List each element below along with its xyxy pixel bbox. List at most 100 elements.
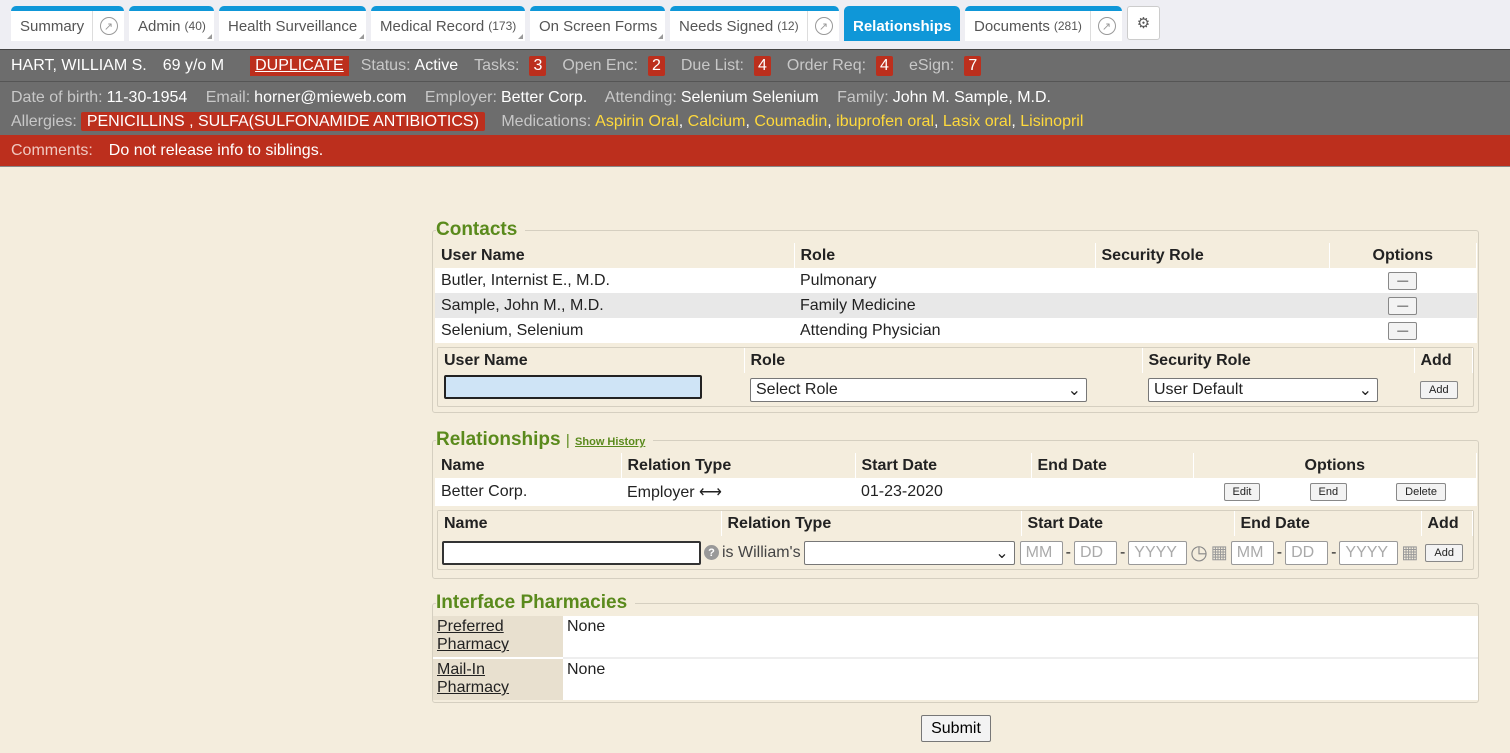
- duplicate-flag[interactable]: DUPLICATE: [250, 55, 349, 76]
- open-external-icon[interactable]: ↗: [92, 11, 124, 41]
- mail-in-pharmacy-link[interactable]: Mail-In Pharmacy: [437, 661, 510, 696]
- medication-item[interactable]: Calcium: [687, 113, 746, 130]
- end-year-input[interactable]: YYYY: [1339, 540, 1399, 565]
- email-value: horner@mieweb.com: [254, 89, 407, 106]
- tab-label: Needs Signed: [679, 17, 774, 35]
- tab-health-surveillance[interactable]: Health Surveillance: [219, 6, 366, 41]
- dropdown-corner-icon: [658, 34, 663, 39]
- show-history-link[interactable]: Show History: [575, 436, 646, 448]
- preferred-pharmacy-value: None: [563, 616, 1478, 659]
- medication-item[interactable]: Lisinopril: [1020, 113, 1084, 130]
- order-req-badge[interactable]: 4: [876, 55, 893, 76]
- col-header: Name: [435, 453, 622, 478]
- medication-item[interactable]: ibuprofen oral: [836, 113, 934, 130]
- col-header: Relation Type: [621, 453, 856, 478]
- tab-relationships[interactable]: Relationships: [844, 6, 960, 41]
- tab-on-screen-forms[interactable]: On Screen Forms: [530, 6, 665, 41]
- contact-name: Butler, Internist E., M.D.: [441, 271, 610, 289]
- contact-security: [1095, 293, 1329, 318]
- start-day-input[interactable]: DD: [1073, 540, 1117, 565]
- table-row: Sample, John M., M.D. Family Medicine —: [435, 293, 1477, 318]
- chevron-down-icon: ⌄: [1358, 381, 1372, 399]
- esign-label: eSign:: [908, 56, 955, 74]
- allergies-value: PENICILLINS , SULFA(SULFONAMIDE ANTIBIOT…: [80, 112, 485, 131]
- contact-name: Sample, John M., M.D.: [441, 296, 604, 314]
- tab-label: Documents: [974, 17, 1050, 35]
- table-row: Mail-In Pharmacy None: [433, 658, 1478, 700]
- settings-gear-icon[interactable]: ⚙: [1127, 6, 1160, 40]
- tab-label: Relationships: [853, 17, 952, 35]
- security-role-select[interactable]: User Default ⌄: [1148, 377, 1378, 402]
- col-header: Security Role: [1095, 243, 1330, 268]
- contact-role: Family Medicine: [800, 296, 916, 314]
- email-label: Email:: [205, 89, 251, 106]
- tab-label: Health Surveillance: [228, 17, 358, 35]
- calendar-icon[interactable]: ▦: [1210, 542, 1228, 562]
- user-name-input[interactable]: [444, 375, 702, 399]
- table-row: Better Corp. Employer ⟷ 01-23-2020 Edit End…: [435, 478, 1477, 506]
- comments-bar: Comments: Do not release info to siblings…: [0, 135, 1510, 167]
- attending-value: Selenium Selenium: [680, 89, 819, 106]
- medication-item[interactable]: Coumadin: [754, 113, 828, 130]
- contact-role: Attending Physician: [800, 321, 941, 339]
- medication-item[interactable]: Lasix oral: [942, 113, 1012, 130]
- tab-summary[interactable]: Summary ↗: [11, 6, 124, 41]
- start-month-input[interactable]: MM: [1019, 540, 1063, 565]
- comments-value: Do not release info to siblings.: [108, 141, 324, 159]
- tab-count: (12): [777, 19, 799, 33]
- remove-contact-button[interactable]: —: [1388, 322, 1418, 340]
- tab-medical-record[interactable]: Medical Record (173): [371, 6, 525, 41]
- is-williams-label: is William's: [722, 543, 801, 561]
- tab-label: On Screen Forms: [539, 17, 658, 35]
- table-row: Preferred Pharmacy None: [433, 616, 1478, 659]
- relationships-section: Relationships | Show History Name Relatio…: [432, 429, 1479, 579]
- add-contact-button[interactable]: Add: [1420, 381, 1458, 399]
- start-year-input[interactable]: YYYY: [1128, 540, 1188, 565]
- table-row: Butler, Internist E., M.D. Pulmonary —: [435, 268, 1477, 293]
- preferred-pharmacy-link[interactable]: Preferred Pharmacy: [437, 618, 510, 653]
- relationship-name-input[interactable]: [442, 540, 701, 565]
- end-month-input[interactable]: MM: [1230, 540, 1274, 565]
- edit-button[interactable]: Edit: [1223, 483, 1261, 501]
- tab-count: (173): [488, 19, 517, 33]
- remove-contact-button[interactable]: —: [1388, 297, 1418, 315]
- add-relationship-button[interactable]: Add: [1425, 543, 1463, 562]
- tasks-badge[interactable]: 3: [529, 55, 547, 76]
- contact-security: [1095, 268, 1329, 293]
- employer-value: Better Corp.: [500, 89, 588, 106]
- tasks-label: Tasks:: [474, 56, 520, 74]
- col-header: End Date: [1234, 511, 1422, 536]
- end-button[interactable]: End: [1309, 483, 1348, 501]
- calendar-icon[interactable]: ▦: [1401, 542, 1419, 562]
- chevron-down-icon: ⌄: [995, 544, 1009, 562]
- tab-label: Admin: [138, 17, 181, 35]
- col-header: Add: [1421, 511, 1473, 536]
- open-external-icon[interactable]: ↗: [807, 11, 839, 41]
- col-header: User Name: [435, 243, 795, 268]
- tab-count: (40): [184, 19, 206, 33]
- submit-button[interactable]: Submit: [921, 715, 991, 742]
- end-day-input[interactable]: DD: [1285, 540, 1329, 565]
- family-value: John M. Sample, M.D.: [892, 89, 1051, 106]
- help-icon[interactable]: ?: [704, 545, 719, 560]
- open-enc-badge[interactable]: 2: [647, 55, 665, 76]
- medication-item[interactable]: Aspirin Oral: [595, 113, 679, 130]
- col-header: End Date: [1031, 453, 1194, 478]
- relation-type-select[interactable]: ⌄: [803, 540, 1015, 565]
- col-header: Relation Type: [721, 511, 1022, 536]
- due-list-badge[interactable]: 4: [754, 55, 771, 76]
- esign-badge[interactable]: 7: [964, 55, 982, 76]
- delete-button[interactable]: Delete: [1396, 483, 1446, 501]
- open-enc-label: Open Enc:: [562, 56, 638, 74]
- dropdown-corner-icon: [207, 34, 212, 39]
- contacts-title: Contacts: [436, 219, 526, 241]
- tab-documents[interactable]: Documents (281) ↗: [965, 6, 1122, 41]
- role-select[interactable]: Select Role ⌄: [750, 377, 1087, 402]
- tab-needs-signed[interactable]: Needs Signed (12) ↗: [670, 6, 839, 41]
- open-external-icon[interactable]: ↗: [1090, 11, 1122, 41]
- remove-contact-button[interactable]: —: [1388, 272, 1418, 290]
- contact-name: Selenium, Selenium: [441, 321, 584, 339]
- tab-admin[interactable]: Admin (40): [129, 6, 214, 41]
- col-header: Options: [1193, 453, 1477, 478]
- clock-icon[interactable]: ◷: [1190, 542, 1208, 564]
